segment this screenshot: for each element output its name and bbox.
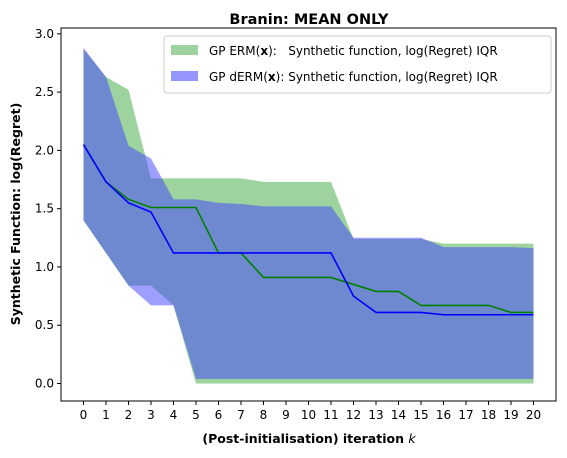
x-tick-label: 5 xyxy=(192,408,200,422)
x-tick-label: 16 xyxy=(436,408,451,422)
x-axis-label-variable: k xyxy=(408,431,416,446)
x-tick-label: 8 xyxy=(260,408,268,422)
legend-erm-prefix: GP ERM( xyxy=(209,44,260,58)
x-tick-label: 4 xyxy=(170,408,178,422)
legend-swatch-derm xyxy=(171,71,198,81)
y-axis-label: Synthetic Function: log(Regret) xyxy=(8,103,23,326)
iqr-band-1 xyxy=(83,47,534,379)
legend-swatch-erm xyxy=(171,45,198,55)
x-tick-label: 9 xyxy=(282,408,290,422)
y-tick-label: 2.0 xyxy=(35,143,54,157)
x-tick-label: 11 xyxy=(323,408,338,422)
legend-derm-suffix: ): Synthetic function, log(Regret) IQR xyxy=(276,70,498,84)
chart-title: Branin: MEAN ONLY xyxy=(229,12,389,28)
x-tick-label: 3 xyxy=(147,408,155,422)
x-tick-label: 18 xyxy=(481,408,496,422)
x-tick-label: 12 xyxy=(346,408,361,422)
legend-derm-bold: x xyxy=(268,70,276,84)
y-tick-label: 2.5 xyxy=(35,85,54,99)
x-axis-label: (Post-initialisation) iteration k xyxy=(202,431,416,446)
x-tick-label: 20 xyxy=(526,408,541,422)
y-axis-ticks: 0.0 0.5 1.0 1.5 2.0 2.5 3.0 xyxy=(35,27,61,391)
x-tick-label: 7 xyxy=(237,408,245,422)
y-tick-label: 0.0 xyxy=(35,377,54,391)
legend-box xyxy=(163,35,552,94)
legend: GP ERM(x): Synthetic function, log(Regre… xyxy=(163,35,552,94)
median-line-0 xyxy=(82,144,534,314)
y-tick-label: 1.0 xyxy=(35,260,54,274)
x-axis-ticks: 0 1 2 3 4 5 6 7 8 9 10 11 12 13 14 15 16 17 18 19 20 xyxy=(80,401,541,422)
x-tick-label: 1 xyxy=(102,408,110,422)
x-tick-label: 0 xyxy=(80,408,88,422)
legend-derm-prefix: GP dERM( xyxy=(209,70,268,84)
x-tick-label: 2 xyxy=(125,408,133,422)
y-tick-label: 3.0 xyxy=(35,27,54,41)
legend-label-erm: GP ERM(x): Synthetic function, log(Regre… xyxy=(209,44,498,58)
y-tick-label: 1.5 xyxy=(35,202,54,216)
x-tick-label: 19 xyxy=(503,408,518,422)
x-tick-label: 10 xyxy=(301,408,316,422)
x-tick-label: 14 xyxy=(391,408,406,422)
x-tick-label: 15 xyxy=(413,408,428,422)
x-tick-label: 6 xyxy=(215,408,223,422)
x-tick-label: 17 xyxy=(458,408,473,422)
x-tick-label: 13 xyxy=(368,408,383,422)
x-axis-label-text: (Post-initialisation) iteration xyxy=(202,431,408,446)
median-line-1 xyxy=(82,144,534,316)
iqr-bands xyxy=(83,47,534,384)
y-tick-label: 0.5 xyxy=(35,318,54,332)
legend-label-derm: GP dERM(x): Synthetic function, log(Regr… xyxy=(209,70,498,84)
legend-erm-bold: x xyxy=(260,44,268,58)
legend-erm-suffix: ): Synthetic function, log(Regret) IQR xyxy=(268,44,498,58)
median-lines xyxy=(82,144,534,316)
